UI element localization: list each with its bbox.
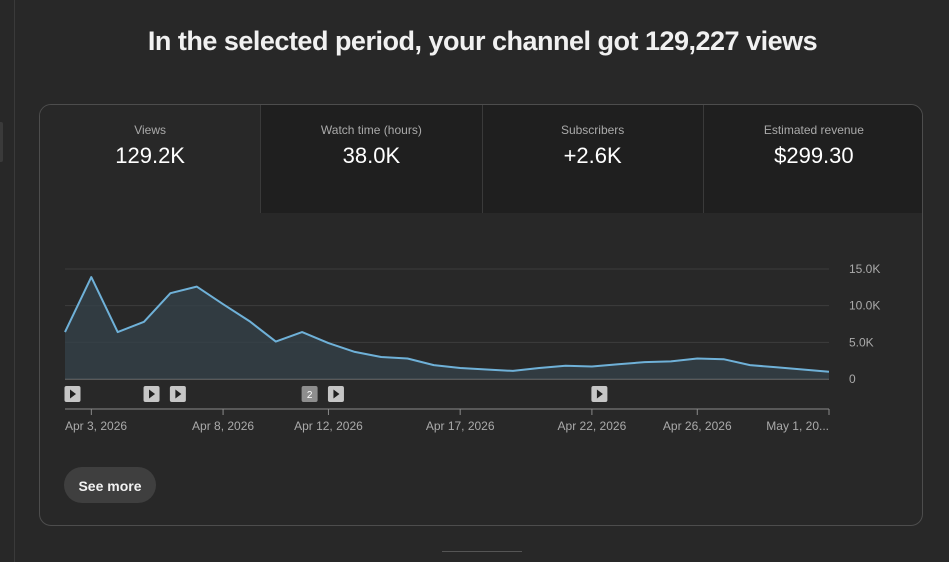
x-tick-label: Apr 17, 2026 (426, 419, 495, 433)
data-point (63, 330, 67, 334)
data-point (643, 360, 647, 364)
data-point (537, 366, 541, 370)
play-icon (175, 389, 182, 399)
divider (442, 551, 522, 552)
marker-count-label: 2 (307, 390, 313, 401)
y-tick-label: 15.0K (849, 262, 880, 276)
x-tick-label: Apr 26, 2026 (663, 419, 732, 433)
x-tick-label: Apr 12, 2026 (294, 419, 363, 433)
y-tick-label: 5.0K (849, 335, 874, 349)
metric-tab-subscribers[interactable]: Subscribers +2.6K (481, 105, 703, 213)
play-icon (333, 389, 340, 399)
data-point (774, 365, 778, 369)
x-tick-label: Apr 8, 2026 (192, 419, 254, 433)
data-point (458, 366, 462, 370)
metric-tab-watch-time[interactable]: Watch time (hours) 38.0K (260, 105, 482, 213)
views-chart: 0 5.0K 10.0K 15.0K 2 Apr 3, 2026 Apr 8, 2026 Ap… (63, 262, 880, 433)
data-point (432, 363, 436, 367)
data-point (274, 340, 278, 344)
see-more-button[interactable]: See more (64, 467, 156, 503)
data-point (722, 357, 726, 361)
metric-value: 38.0K (342, 143, 401, 168)
data-point (827, 370, 831, 374)
metric-label: Estimated revenue (763, 123, 864, 137)
data-point (116, 330, 120, 334)
metric-label: Subscribers (560, 123, 625, 137)
x-tick-label: Apr 22, 2026 (558, 419, 627, 433)
data-point (353, 350, 357, 354)
metric-tab-views[interactable]: Views 129.2K (40, 105, 261, 213)
data-point (695, 356, 699, 360)
metric-value: $299.30 (774, 143, 854, 168)
play-icon (149, 389, 156, 399)
data-point (89, 275, 93, 279)
data-point (142, 320, 146, 324)
data-point (564, 364, 568, 368)
metric-label: Views (134, 123, 167, 137)
x-tick-label: Apr 3, 2026 (65, 419, 127, 433)
data-point (748, 363, 752, 367)
data-point (326, 341, 330, 345)
y-tick-label: 10.0K (849, 299, 880, 313)
data-point (168, 291, 172, 295)
video-marker-count (301, 386, 318, 402)
data-point (221, 302, 225, 306)
data-point (669, 359, 673, 363)
data-point (590, 365, 594, 369)
data-point (379, 355, 383, 359)
data-point (616, 362, 620, 366)
data-point (485, 367, 489, 371)
data-point (247, 319, 251, 323)
play-icon (70, 389, 76, 399)
metric-tab-revenue[interactable]: Estimated revenue $299.30 (702, 105, 922, 213)
data-point (801, 367, 805, 371)
analytics-card: Views 129.2K Watch time (hours) 38.0K Su… (39, 104, 923, 526)
data-point (195, 285, 199, 289)
x-tick-label: May 1, 20... (766, 419, 829, 433)
series-area (65, 277, 829, 379)
data-point (405, 356, 409, 360)
left-rail (14, 0, 15, 562)
metric-tabs: Views 129.2K Watch time (hours) 38.0K Su… (40, 105, 922, 213)
data-point (300, 330, 304, 334)
metric-label: Watch time (hours) (320, 123, 422, 137)
play-icon (596, 389, 603, 399)
left-tab-indicator (0, 122, 3, 162)
page-headline: In the selected period, your channel got… (147, 26, 818, 56)
data-point (511, 369, 515, 373)
metric-value: +2.6K (563, 143, 622, 168)
y-tick-label: 0 (849, 372, 856, 386)
metric-value: 129.2K (115, 143, 185, 168)
series-line (64, 276, 830, 373)
